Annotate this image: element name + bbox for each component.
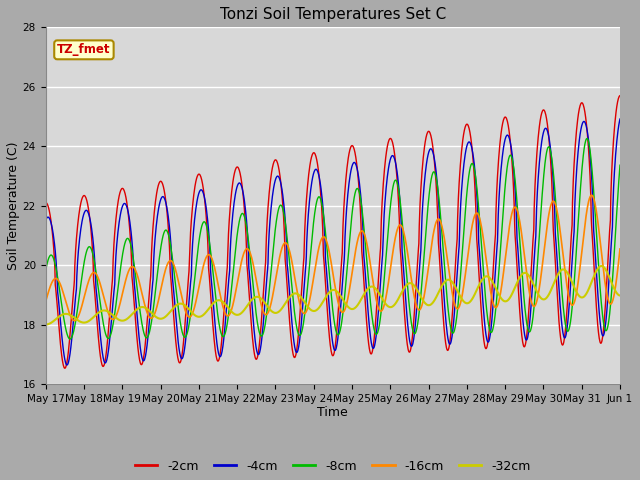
- Line: -16cm: -16cm: [45, 195, 620, 321]
- -2cm: [422, 133, 430, 139]
- Line: -2cm: -2cm: [45, 96, 620, 368]
- Y-axis label: Soil Temperature (C): Soil Temperature (C): [7, 142, 20, 270]
- -2cm: [156, 179, 164, 185]
- -32cm: [422, 301, 430, 307]
- -4cm: [498, 162, 506, 168]
- -8cm: [498, 231, 506, 237]
- -4cm: [63, 362, 70, 368]
- -16cm: [156, 291, 164, 297]
- -32cm: [170, 305, 177, 311]
- -16cm: [170, 262, 178, 267]
- -2cm: [170, 315, 178, 321]
- Legend: -2cm, -4cm, -8cm, -16cm, -32cm: -2cm, -4cm, -8cm, -16cm, -32cm: [130, 455, 536, 478]
- -8cm: [234, 226, 242, 231]
- -16cm: [616, 246, 624, 252]
- -2cm: [616, 93, 624, 98]
- -16cm: [498, 285, 506, 290]
- -8cm: [548, 158, 556, 164]
- Text: TZ_fmet: TZ_fmet: [57, 43, 111, 56]
- -16cm: [548, 199, 556, 205]
- -32cm: [597, 263, 605, 269]
- -16cm: [422, 279, 430, 285]
- X-axis label: Time: Time: [317, 407, 348, 420]
- -32cm: [497, 295, 505, 301]
- -2cm: [234, 165, 242, 170]
- Line: -4cm: -4cm: [45, 119, 620, 365]
- -4cm: [422, 161, 430, 167]
- -8cm: [156, 252, 164, 257]
- Line: -8cm: -8cm: [45, 139, 620, 339]
- -4cm: [548, 163, 556, 168]
- -8cm: [170, 267, 178, 273]
- -4cm: [616, 116, 624, 122]
- -32cm: [616, 293, 624, 299]
- -16cm: [70, 318, 78, 324]
- Title: Tonzi Soil Temperatures Set C: Tonzi Soil Temperatures Set C: [220, 7, 446, 22]
- -2cm: [42, 200, 49, 205]
- -16cm: [588, 192, 595, 198]
- -2cm: [61, 365, 68, 371]
- -32cm: [234, 312, 241, 318]
- -32cm: [42, 322, 49, 327]
- -4cm: [170, 290, 178, 296]
- -16cm: [42, 299, 49, 304]
- -4cm: [156, 200, 164, 205]
- -2cm: [498, 128, 506, 133]
- -8cm: [422, 221, 430, 227]
- Line: -32cm: -32cm: [45, 266, 620, 324]
- -8cm: [66, 336, 74, 342]
- -2cm: [548, 188, 556, 193]
- -32cm: [156, 316, 163, 322]
- -4cm: [42, 217, 49, 223]
- -32cm: [548, 286, 556, 291]
- -8cm: [583, 136, 591, 142]
- -4cm: [234, 181, 242, 187]
- -16cm: [234, 276, 242, 282]
- -8cm: [42, 267, 49, 273]
- -8cm: [616, 162, 624, 168]
